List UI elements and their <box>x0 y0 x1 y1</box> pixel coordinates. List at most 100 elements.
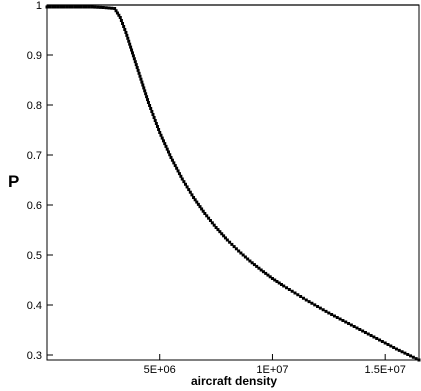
data-point <box>170 158 174 162</box>
data-point <box>259 268 263 272</box>
y-tick-label: 0.8 <box>27 100 42 112</box>
data-point <box>104 6 108 10</box>
data-point <box>223 236 227 240</box>
data-point <box>369 334 373 337</box>
data-point <box>115 11 119 15</box>
data-point <box>378 338 382 342</box>
data-point <box>375 337 379 340</box>
data-point <box>159 133 163 137</box>
data-point <box>56 5 60 9</box>
data-point <box>361 329 365 333</box>
data-point <box>222 234 226 238</box>
data-point <box>125 33 129 37</box>
data-point <box>290 289 294 293</box>
data-point <box>417 358 421 362</box>
data-point <box>188 190 192 194</box>
data-point <box>383 341 387 345</box>
data-point <box>53 5 57 9</box>
data-point <box>372 335 376 339</box>
data-point <box>146 98 150 102</box>
data-point <box>234 247 238 251</box>
data-point <box>355 326 359 330</box>
data-point <box>366 332 370 336</box>
data-point <box>216 228 220 232</box>
y-axis-title: P <box>8 172 19 191</box>
data-point <box>150 110 154 113</box>
data-point <box>157 128 161 131</box>
x-tick-label: 1.5E+07 <box>365 364 406 376</box>
data-point <box>380 340 384 343</box>
data-point <box>185 185 189 189</box>
data-point <box>146 101 150 104</box>
data-point <box>154 122 158 125</box>
data-point <box>313 303 317 307</box>
data-point <box>165 147 169 151</box>
data-point <box>203 212 207 215</box>
data-point <box>285 286 289 290</box>
data-point <box>73 5 77 9</box>
data-point <box>113 7 117 10</box>
y-tick-label: 0.3 <box>27 350 42 362</box>
data-point <box>232 245 236 249</box>
data-point <box>324 309 328 313</box>
data-point <box>264 271 268 275</box>
data-point <box>68 5 72 9</box>
data-point <box>338 317 342 321</box>
data-point <box>327 311 331 315</box>
data-point <box>149 107 153 110</box>
data-point <box>172 161 176 165</box>
data-point <box>82 5 86 9</box>
data-point <box>45 5 49 9</box>
data-point <box>136 68 140 72</box>
data-point <box>101 6 105 9</box>
data-point <box>307 300 311 304</box>
data-point <box>358 328 362 331</box>
data-point <box>220 232 224 236</box>
data-point <box>414 357 418 361</box>
data-point <box>257 266 261 270</box>
data-point <box>143 89 147 93</box>
data-point <box>134 63 138 67</box>
data-point <box>79 5 83 9</box>
data-point <box>411 355 415 359</box>
data-point <box>177 172 181 176</box>
data-point <box>48 5 52 9</box>
data-point <box>166 150 170 154</box>
data-point <box>192 196 196 199</box>
data-point <box>296 293 300 297</box>
data-point <box>173 164 177 168</box>
data-point <box>158 131 162 134</box>
data-point <box>133 60 137 64</box>
data-point <box>330 313 334 316</box>
data-point <box>335 316 339 319</box>
data-point <box>255 264 259 268</box>
data-point <box>65 5 69 9</box>
data-point <box>152 116 156 119</box>
data-point <box>145 95 149 99</box>
data-point <box>87 5 91 9</box>
data-point <box>182 180 186 184</box>
data-point <box>332 314 336 318</box>
data-point <box>144 92 148 96</box>
data-point <box>344 320 348 324</box>
data-point <box>151 113 155 116</box>
data-point <box>59 5 63 9</box>
data-point <box>129 45 133 49</box>
data-point <box>119 19 123 22</box>
x-tick-label: 5E+06 <box>144 364 176 376</box>
data-point <box>316 305 320 308</box>
data-point <box>321 308 325 312</box>
data-point <box>205 214 209 218</box>
data-point <box>341 319 345 322</box>
data-point <box>352 325 356 328</box>
data-point <box>117 13 121 17</box>
data-point <box>198 205 202 209</box>
data-point <box>164 144 168 148</box>
data-point <box>230 242 234 246</box>
data-point <box>268 275 272 279</box>
data-point <box>250 261 254 265</box>
y-tick-label: 0.9 <box>27 50 42 62</box>
data-point <box>210 221 214 225</box>
x-tick-label: 1E+07 <box>256 364 288 376</box>
